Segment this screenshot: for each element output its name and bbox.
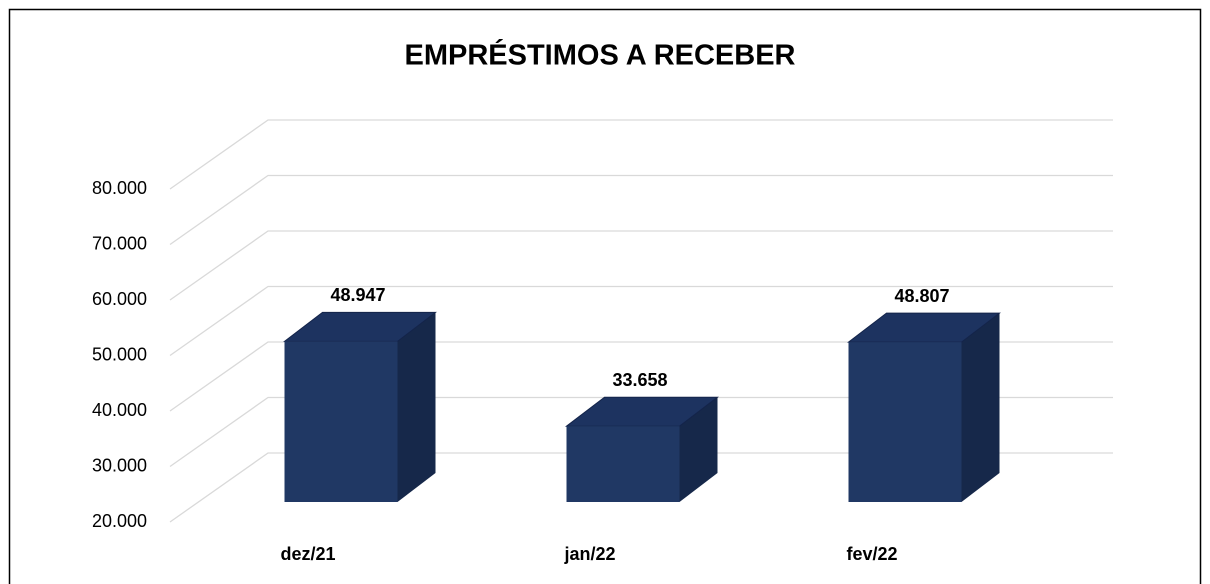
value-label: 48.947 — [330, 285, 385, 305]
grid-line — [169, 285, 1113, 357]
chart-title: EMPRÉSTIMOS A RECEBER — [404, 38, 795, 72]
grid-line — [169, 174, 1113, 246]
x-tick-label: fev/22 — [846, 544, 897, 564]
x-tick-label: dez/21 — [280, 544, 335, 564]
y-tick-label: 30.000 — [92, 455, 147, 475]
bar-side — [961, 313, 1000, 502]
bar — [566, 426, 680, 502]
x-tick-label: jan/22 — [563, 544, 615, 564]
y-tick-label: 80.000 — [92, 178, 147, 198]
bar-side — [397, 312, 436, 502]
bar — [848, 342, 962, 502]
y-tick-label: 40.000 — [92, 400, 147, 420]
value-label: 48.807 — [894, 286, 949, 306]
y-tick-label: 60.000 — [92, 289, 147, 309]
y-tick-label: 70.000 — [92, 233, 147, 253]
grid-line — [169, 119, 1113, 190]
grid-line — [169, 230, 1113, 301]
bar — [284, 341, 398, 502]
grid-line — [169, 452, 1113, 523]
grid-line — [169, 341, 1113, 412]
y-tick-label: 20.000 — [92, 511, 147, 531]
grid-line — [169, 396, 1113, 468]
bar-side — [679, 397, 718, 502]
y-tick-label: 50.000 — [92, 344, 147, 364]
value-label: 33.658 — [612, 370, 667, 390]
